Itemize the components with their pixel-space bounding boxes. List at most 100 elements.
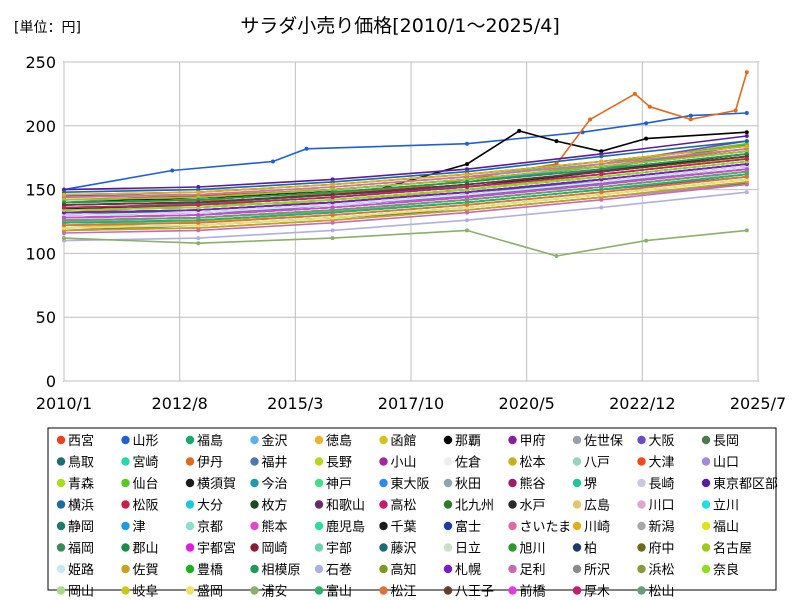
data-point [465, 228, 469, 233]
legend-swatch [314, 543, 324, 552]
data-point [196, 202, 201, 207]
legend-entry: 新潟 [649, 519, 675, 535]
data-point [196, 241, 201, 246]
legend-swatch [250, 500, 259, 509]
legend-entry: 大津 [649, 456, 675, 471]
legend-entry: 立川 [713, 499, 739, 514]
series-line-84 [63, 168, 747, 219]
legend-swatch [314, 500, 324, 509]
legend-swatch [637, 500, 646, 509]
legend-swatch [572, 478, 582, 488]
data-point [465, 185, 469, 189]
legend-swatch [508, 586, 517, 595]
legend-entry: 福島 [197, 434, 223, 449]
legend-entry: 福井 [262, 456, 288, 471]
legend-entry: 長岡 [713, 434, 739, 449]
y-tick-label: 100 [25, 244, 56, 263]
data-point [465, 162, 469, 167]
legend-swatch [443, 457, 453, 466]
legend-swatch [637, 586, 646, 595]
data-point [62, 231, 66, 235]
unit-label: [単位：円] [14, 20, 81, 36]
data-point [599, 185, 604, 189]
legend-swatch [121, 500, 130, 509]
data-point [588, 117, 593, 122]
series-line-51 [63, 148, 747, 199]
legend-entry: 山口 [713, 456, 739, 471]
x-tick-label: 2025/7 [730, 394, 786, 413]
grid-lines [63, 61, 759, 382]
legend-entry: 東京都区部 [713, 476, 778, 492]
data-point [62, 205, 66, 210]
data-point [196, 220, 201, 225]
data-point [330, 220, 335, 225]
legend-swatch [121, 521, 130, 531]
legend-entry: 福岡 [68, 542, 94, 557]
x-tick-label: 2012/8 [152, 394, 208, 413]
data-point [465, 202, 469, 207]
legend-swatch [443, 543, 453, 552]
data-point [465, 210, 469, 215]
data-point [62, 218, 66, 223]
legend-entry: 今治 [262, 476, 288, 492]
series-line-66 [63, 165, 747, 216]
legend-entry: 熊本 [262, 519, 288, 535]
data-point [744, 169, 749, 174]
legend-entry: 山形 [133, 434, 159, 449]
legend-entry: 八王子 [455, 585, 494, 600]
legend-entry: 千葉 [391, 520, 417, 535]
legend-entry: 函館 [391, 434, 417, 449]
legend-swatch [701, 521, 711, 531]
data-point [465, 197, 469, 202]
legend-swatch [508, 543, 517, 552]
legend-entry: 小山 [391, 456, 417, 471]
legend-swatch [185, 500, 195, 509]
legend-box [47, 427, 777, 591]
data-point [644, 136, 649, 141]
legend-entry: 松江 [391, 585, 417, 600]
legend-swatch [379, 457, 388, 466]
legend-swatch [56, 500, 66, 509]
legend-entry: 佐賀 [133, 563, 159, 578]
data-point [330, 208, 335, 212]
legend-entry: 宇部 [326, 542, 352, 557]
legend-swatch [637, 457, 646, 466]
legend-entry: 川崎 [584, 520, 610, 535]
legend-entry: 堺 [584, 477, 597, 492]
series-lines [62, 70, 749, 258]
data-point [744, 70, 749, 75]
legend-entry: 北九州 [455, 499, 494, 514]
legend-entry: 津 [133, 520, 146, 535]
data-point [632, 91, 637, 96]
legend-swatch [250, 478, 259, 488]
data-point [744, 190, 749, 195]
legend-entry: 佐世保 [584, 434, 623, 449]
legend-entry: 横浜 [68, 499, 94, 514]
legend-entry: 岡崎 [262, 542, 288, 557]
legend-entry: 大分 [197, 499, 223, 514]
legend-entry: 藤沢 [391, 542, 417, 557]
legend-entry: 相模原 [262, 563, 301, 578]
series-line-82 [63, 176, 747, 227]
legend-entry: 川口 [649, 499, 675, 514]
series-line-67 [63, 181, 747, 232]
legend-swatch [637, 435, 646, 445]
legend-swatch [121, 586, 130, 595]
legend-entry: 郡山 [133, 542, 159, 557]
legend-swatch [56, 543, 66, 552]
data-point [744, 130, 749, 135]
legend-swatch [443, 478, 453, 488]
legend-swatch [56, 586, 66, 595]
legend-entry: 前橋 [520, 584, 546, 600]
y-tick-label: 50 [36, 308, 56, 327]
data-point [196, 236, 201, 241]
legend-swatch [185, 543, 195, 552]
legend-swatch [185, 457, 195, 466]
x-axis-ticks: 2010/1 2012/8 2015/3 2017/10 2020/5 2022/12 20… [36, 394, 786, 413]
y-tick-label: 200 [25, 117, 56, 136]
data-point [465, 141, 469, 146]
legend-entry: 所沢 [584, 563, 610, 578]
legend-entry: 浦安 [262, 585, 288, 600]
legend-swatch [443, 435, 453, 445]
series-line-85 [63, 158, 747, 209]
